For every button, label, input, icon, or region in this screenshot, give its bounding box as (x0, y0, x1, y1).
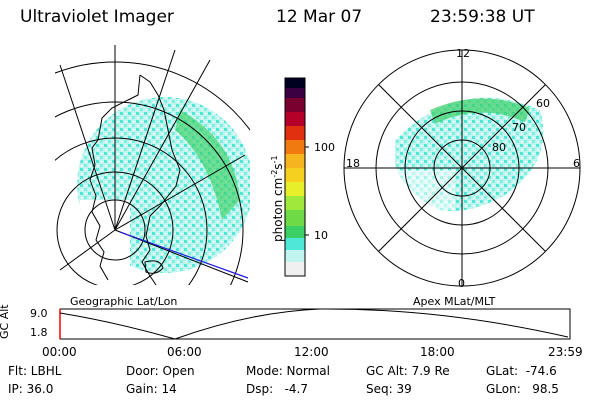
polar-map (343, 49, 581, 287)
status-ip: IP: 36.0 (8, 382, 54, 396)
uv-image-left (77, 97, 250, 273)
gc-alt-axis-label: GC Alt (0, 304, 11, 339)
colorbar-tick-100: 100 (314, 141, 335, 154)
status-mode: Mode: Normal (246, 364, 330, 378)
mlt-6-label: 6 (573, 157, 580, 170)
mlt-12-label: 12 (456, 47, 470, 60)
left-panel-content (55, 45, 250, 285)
mlt-18-label: 18 (346, 157, 360, 170)
status-dsp: Dsp: -4.7 (246, 382, 309, 396)
status-glon: GLon: 98.5 (486, 382, 559, 396)
x-tick-0000: 00:00 (42, 345, 77, 359)
x-tick-1200: 12:00 (294, 345, 329, 359)
y-tick-9: 9.0 (30, 307, 48, 320)
time-label: 23:59:38 UT (430, 7, 535, 27)
colorbar (284, 77, 309, 277)
status-gcalt: GC Alt: 7.9 Re (366, 364, 450, 378)
instrument-title: Ultraviolet Imager (20, 7, 174, 27)
colorbar-tick-10: 10 (314, 229, 328, 242)
mlat-80-label: 80 (492, 141, 506, 154)
mlt-0-label: 0 (458, 277, 465, 290)
date-label: 12 Mar 07 (276, 7, 363, 27)
status-glat: GLat: -74.6 (486, 364, 557, 378)
x-tick-0600: 06:00 (167, 345, 202, 359)
colorbar-unit-label: photon cm-2s-1 (270, 155, 285, 242)
status-door: Door: Open (126, 364, 195, 378)
status-seq: Seq: 39 (366, 382, 412, 396)
x-tick-1800: 18:00 (420, 345, 455, 359)
mlat-70-label: 70 (512, 121, 526, 134)
gc-alt-curve (59, 308, 569, 340)
status-flt: Flt: LBHL (8, 364, 62, 378)
geographic-caption: Geographic Lat/Lon (70, 295, 178, 308)
uv-image-right (395, 97, 544, 211)
apex-caption: Apex MLat/MLT (413, 295, 496, 308)
timeline-plot (59, 308, 571, 340)
coastline (89, 74, 181, 285)
geo-grid (55, 45, 250, 285)
y-tick-1-8: 1.8 (30, 326, 48, 339)
mlat-60-label: 60 (536, 97, 550, 110)
status-gain: Gain: 14 (126, 382, 177, 396)
x-tick-2359: 23:59 (548, 345, 583, 359)
